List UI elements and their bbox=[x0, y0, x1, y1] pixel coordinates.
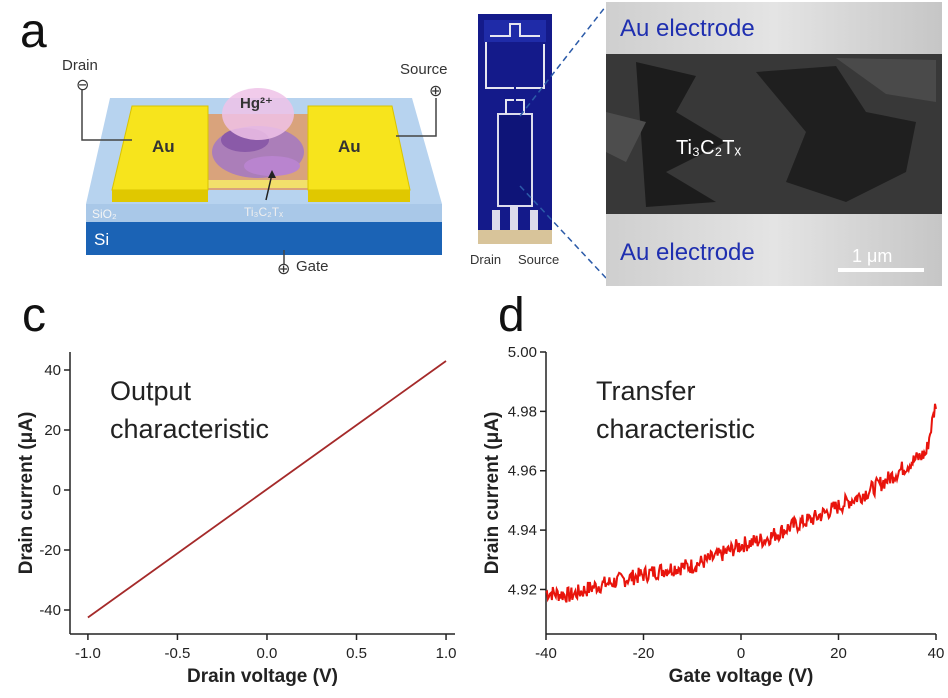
y-tick-label: 20 bbox=[44, 422, 61, 439]
x-tick-label: -0.5 bbox=[165, 645, 191, 662]
sem-bottom-electrode-label: Au electrode bbox=[620, 239, 755, 266]
chart-annotation-line1: Transfer bbox=[596, 376, 696, 406]
bottom-electrode-region bbox=[606, 214, 942, 286]
panel-label-d: d bbox=[498, 289, 525, 342]
output-characteristic-chart: -1.0 -0.5 0.0 0.5 1.0 -40 -20 0 20 40 Output charac… bbox=[16, 352, 457, 687]
chip-layout: Drain Source bbox=[470, 14, 559, 267]
y-axis-label: Drain current (μA) bbox=[482, 412, 503, 575]
chip-drain-label: Drain bbox=[470, 252, 501, 267]
y-tick-label: 40 bbox=[44, 362, 61, 379]
sem-material-label: Ti₃C₂Tₓ bbox=[676, 137, 741, 159]
zoom-lines bbox=[519, 5, 607, 279]
top-electrode-region bbox=[606, 2, 942, 54]
si-label: Si bbox=[94, 230, 109, 249]
source-label: Source bbox=[400, 61, 448, 78]
x-tick-label: -20 bbox=[633, 645, 655, 662]
panel-label-a: a bbox=[20, 5, 47, 58]
gate-label: Gate bbox=[296, 258, 329, 275]
scale-bar-label: 1 μm bbox=[852, 246, 892, 266]
y-tick-label: 4.96 bbox=[508, 463, 537, 480]
drain-label: Drain bbox=[62, 57, 98, 74]
y-tick-label: 4.98 bbox=[508, 403, 537, 420]
y-axis-label: Drain current (μA) bbox=[16, 412, 37, 575]
x-tick-label: 40 bbox=[928, 645, 945, 662]
x-tick-label: 20 bbox=[830, 645, 847, 662]
hg-label: Hg²⁺ bbox=[240, 95, 273, 112]
y-tick-label: 4.92 bbox=[508, 581, 537, 598]
series-line-0 bbox=[87, 360, 447, 619]
x-tick-label: 0.0 bbox=[257, 645, 278, 662]
series-line-0 bbox=[545, 403, 937, 603]
chip-source-label: Source bbox=[518, 252, 559, 267]
x-tick-label: 0 bbox=[737, 645, 745, 662]
y-tick-label: 0 bbox=[53, 482, 61, 499]
x-tick-label: 0.5 bbox=[346, 645, 367, 662]
y-tick-label: 4.94 bbox=[508, 522, 537, 539]
y-tick-label: 5.00 bbox=[508, 344, 537, 361]
drain-minus-icon: ⊖ bbox=[76, 77, 89, 94]
sio2-layer bbox=[86, 204, 442, 222]
panel-label-c: c bbox=[22, 289, 46, 342]
chart-annotation-line1: Output bbox=[110, 376, 192, 406]
hg-droplet bbox=[222, 88, 294, 140]
chart-annotation-line2: characteristic bbox=[110, 414, 269, 444]
gate-plus-icon: ⊕ bbox=[277, 261, 290, 278]
y-tick-label: -20 bbox=[39, 542, 61, 559]
au-right-label: Au bbox=[338, 137, 361, 156]
transfer-characteristic-chart: -40 -20 0 20 40 4.92 4.94 4.96 4.98 5.00 Transfer c… bbox=[482, 344, 945, 687]
x-axis-label: Drain voltage (V) bbox=[187, 666, 338, 687]
channel-label: Ti₃C₂Tₓ bbox=[244, 205, 283, 219]
sem-top-electrode-label: Au electrode bbox=[620, 15, 755, 42]
x-tick-label: -40 bbox=[535, 645, 557, 662]
si-layer bbox=[86, 222, 442, 255]
sio2-label: SiO₂ bbox=[92, 207, 117, 221]
y-tick-label: -40 bbox=[39, 602, 61, 619]
x-axis-label: Gate voltage (V) bbox=[669, 666, 814, 687]
chart-annotation-line2: characteristic bbox=[596, 414, 755, 444]
x-tick-label: 1.0 bbox=[436, 645, 457, 662]
device-schematic: Drain ⊖ Source ⊕ Gate ⊕ Au Au Hg²⁺ Ti₃C₂… bbox=[62, 57, 448, 278]
au-left-label: Au bbox=[152, 137, 175, 156]
x-tick-label: -1.0 bbox=[75, 645, 101, 662]
source-plus-icon: ⊕ bbox=[429, 83, 442, 100]
sem-image: Au electrode Ti₃C₂Tₓ Au electrode 1 μm bbox=[606, 2, 942, 286]
